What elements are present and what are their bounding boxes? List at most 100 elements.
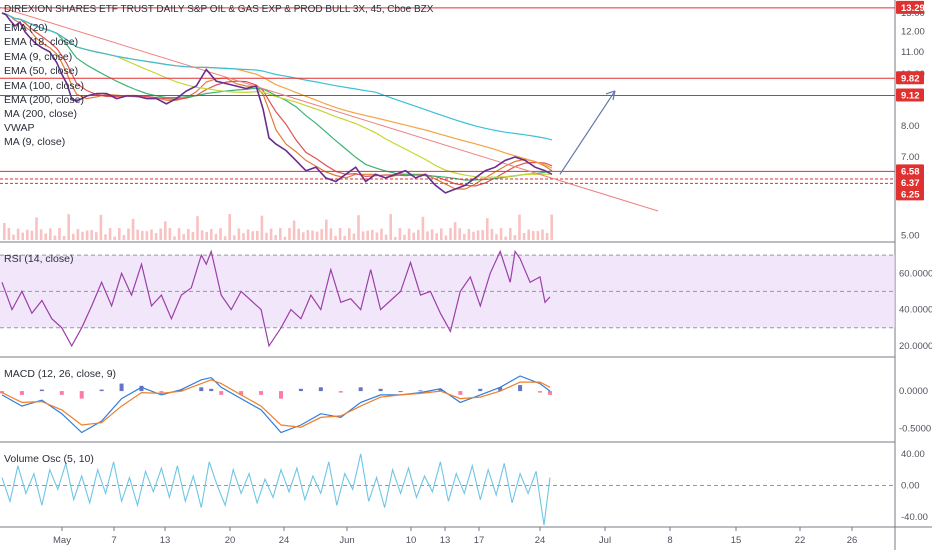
macd-hist-bar: [398, 391, 403, 393]
volume-bar: [421, 216, 425, 240]
volume-bar: [545, 232, 549, 240]
rsi-label[interactable]: RSI (14, close): [4, 253, 73, 265]
volume-bar: [154, 233, 158, 240]
vol-osc-tick-label: -40.00: [901, 512, 928, 523]
volume-bar: [403, 234, 406, 240]
volume-bar: [417, 229, 420, 240]
legend: DIREXION SHARES ETF TRUST DAILY S&P OIL …: [4, 4, 434, 465]
volume-bar: [495, 234, 498, 240]
volume-bar: [122, 235, 126, 240]
x-tick-label: 22: [795, 535, 806, 546]
volume-bar: [472, 231, 475, 240]
volume-bar: [481, 230, 484, 240]
x-tick-label: 24: [535, 535, 546, 546]
volume-bar: [426, 231, 429, 240]
volume-bar: [62, 236, 66, 240]
volume-osc-label[interactable]: Volume Osc (5, 10): [4, 453, 94, 465]
volume-bar: [352, 233, 356, 240]
rsi-series: [1, 249, 551, 348]
price-tag-label: 6.25: [901, 189, 920, 200]
volume-bar: [389, 214, 392, 240]
macd-hist-bar: [298, 388, 303, 392]
x-tick-label: 26: [847, 535, 858, 546]
macd-tick-label: 0.0000: [899, 386, 928, 397]
rsi-tick-label: 40.0000: [899, 305, 932, 316]
volume-bar: [306, 229, 310, 240]
volume-bar: [329, 228, 333, 240]
volume-bar: [435, 233, 438, 240]
price-tag-box: [896, 175, 924, 189]
macd-hist-bar: [19, 391, 24, 395]
x-tick-label: Jul: [599, 535, 611, 546]
macd-tick-label: -0.5000: [899, 424, 931, 435]
legend-ma9[interactable]: MA (9, close): [4, 136, 65, 148]
rsi-band: [0, 254, 895, 329]
volume-bar: [164, 221, 167, 240]
volume-bar: [81, 231, 84, 240]
x-tick-label: 20: [225, 535, 236, 546]
volume-bar: [499, 228, 503, 240]
volume-bar: [246, 229, 250, 240]
price-tag-box: [896, 71, 924, 85]
x-tick-label: 7: [111, 535, 116, 546]
macd-hist-bar: [438, 388, 443, 392]
legend-ma200[interactable]: MA (200, close): [4, 108, 77, 120]
macd-hist-bar: [159, 391, 164, 393]
volume-bar: [256, 230, 259, 240]
price-tick-label: 8.00: [901, 121, 920, 132]
horizontal-levels[interactable]: [0, 7, 895, 184]
volume-bar: [228, 214, 231, 240]
macd-hist-bar: [139, 385, 144, 392]
chart-title: DIREXION SHARES ETF TRUST DAILY S&P OIL …: [4, 4, 434, 15]
volume-bar: [338, 228, 342, 240]
macd-hist-bar: [478, 388, 483, 392]
volume-bar: [200, 230, 204, 240]
legend-ema50[interactable]: EMA (50, close): [4, 65, 78, 77]
volume-bar: [550, 214, 553, 240]
legend-vwap[interactable]: VWAP: [4, 122, 35, 134]
volume-bar: [380, 228, 383, 240]
legend-ema20[interactable]: EMA (20): [4, 22, 48, 34]
macd-label[interactable]: MACD (12, 26, close, 9): [4, 368, 116, 380]
volume-bar: [49, 228, 52, 240]
volume-bar: [141, 230, 144, 240]
x-tick-label: 13: [160, 535, 171, 546]
volume-bar: [311, 230, 314, 240]
volume-bar: [458, 228, 461, 240]
volume-bar: [440, 228, 443, 240]
macd-hist-bar: [99, 389, 104, 392]
legend-ema18[interactable]: EMA (18, close): [4, 36, 78, 48]
legend-ema100[interactable]: EMA (100, close): [4, 80, 84, 92]
volume-bar: [325, 219, 328, 240]
trendline-drawing[interactable]: [1, 7, 659, 212]
volume-bar: [177, 228, 181, 240]
volume-bar: [407, 228, 411, 240]
macd-hist-bar: [209, 388, 214, 392]
vol-osc-tick-label: 40.00: [901, 449, 925, 460]
volume-bar: [127, 228, 130, 240]
volume-bar: [366, 230, 369, 240]
volume-bar: [541, 229, 544, 240]
volume-bar: [269, 228, 273, 240]
volume-bar: [67, 214, 70, 240]
price-tick-label: 12.00: [901, 27, 925, 38]
macd-hist-bar: [0, 391, 4, 394]
price-series: [1, 12, 553, 194]
volume-bar: [536, 231, 540, 240]
price-tag-box: [896, 164, 924, 178]
ema9-line: [1, 12, 553, 190]
volume-bar: [85, 230, 89, 240]
x-tick-label: 24: [279, 535, 290, 546]
volume-osc-series: [0, 453, 895, 526]
volume-bar: [334, 235, 337, 240]
volume-bar: [39, 229, 43, 240]
legend-ema200[interactable]: EMA (200, close): [4, 94, 84, 106]
macd-hist-bar: [548, 391, 553, 395]
macd-hist-bar: [418, 390, 423, 392]
legend-ema9[interactable]: EMA (9, close): [4, 51, 72, 63]
volume-bar: [118, 228, 121, 240]
price-tag-label: 9.12: [901, 91, 920, 102]
volume-bar: [242, 233, 245, 240]
macd-hist-bar: [199, 387, 204, 392]
volume-bar: [44, 233, 47, 240]
